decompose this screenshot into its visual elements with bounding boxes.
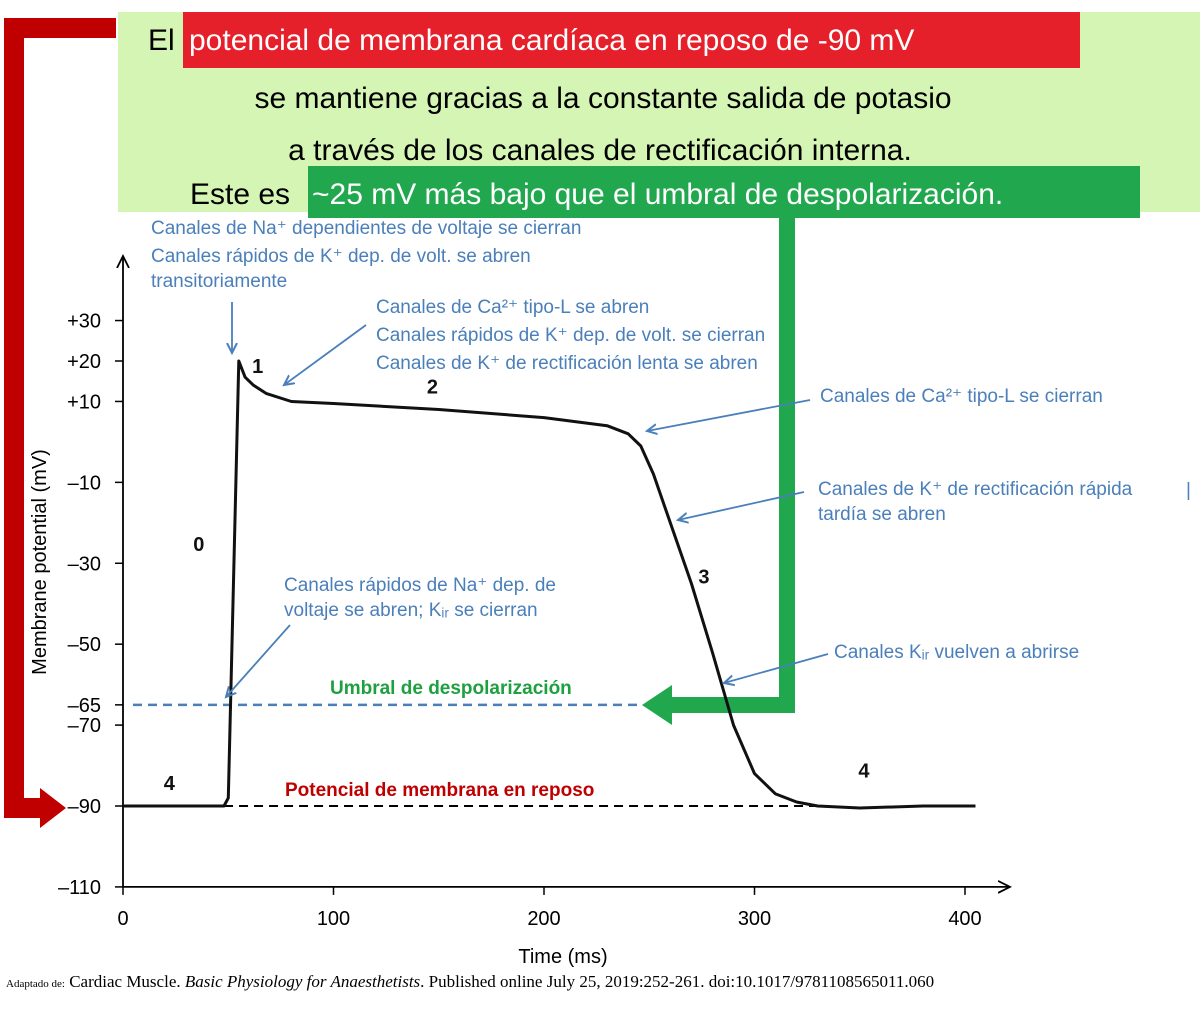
y-tick-label: +20 — [67, 351, 101, 373]
annotation-transient: transitoriamente — [151, 271, 287, 292]
action-potential-curve — [123, 359, 976, 810]
y-tick-label: +10 — [67, 391, 101, 413]
channel-annotations: Canales de Na⁺ dependientes de voltaje s… — [151, 218, 1133, 663]
pointer-phase3 — [678, 491, 805, 520]
resting-label: Potencial de membrana en reposo — [285, 780, 594, 801]
pointer-upstroke — [226, 624, 291, 697]
phase-label: 4 — [164, 773, 176, 795]
y-tick-label: –50 — [68, 634, 101, 656]
citation-source: Cardiac Muscle. — [69, 972, 181, 991]
phase-label: 1 — [252, 356, 263, 378]
edge-marker: | — [1186, 480, 1191, 501]
resting-bracket-arrow — [4, 18, 116, 828]
annotation-na-open-1: Canales rápidos de Na⁺ dep. de — [284, 575, 556, 596]
x-tick-label: 100 — [317, 908, 350, 930]
threshold-bracket-arrow — [642, 212, 795, 725]
annotation-k-rapid-2: tardía se abren — [818, 504, 946, 525]
annotation-k-fast-open: Canales rápidos de K⁺ dep. de volt. se a… — [151, 246, 531, 267]
citation-book: Basic Physiology for Anaesthetists — [184, 972, 421, 991]
y-tick-label: –90 — [68, 796, 101, 818]
annotation-na-close: Canales de Na⁺ dependientes de voltaje s… — [151, 218, 581, 239]
annotation-pointers — [226, 302, 829, 697]
y-axis-label: Membrane potential (mV) — [29, 449, 51, 675]
y-tick-label: –70 — [68, 715, 101, 737]
header-red-highlight — [183, 12, 1080, 68]
x-tick-label: 0 — [117, 908, 128, 930]
header-line4-highlight: ~25 mV más bajo que el umbral de despola… — [312, 178, 1003, 211]
y-axis-ticks: +30 +20 +10 –10 –30 –50 –65–70 –90 –110 — [58, 311, 123, 899]
phase-label: 3 — [698, 567, 709, 589]
annotation-ca-open: Canales de Ca²⁺ tipo-L se abren — [376, 297, 649, 318]
annotation-k-fast-close: Canales rápidos de K⁺ dep. de volt. se c… — [376, 325, 765, 346]
citation-prefix: Adaptado de: — [6, 978, 65, 990]
citation-rest: . Published online July 25, 2019:252-261… — [420, 972, 935, 991]
reference-lines — [133, 703, 818, 807]
annotation-ca-close: Canales de Ca²⁺ tipo-L se cierran — [820, 386, 1103, 407]
citation: Adaptado de: Cardiac Muscle. Basic Physi… — [6, 972, 934, 992]
header-line3: a través de los canales de rectificación… — [288, 134, 912, 167]
pointer-plateau-end — [647, 399, 811, 431]
annotation-kir-reopen: Canales Kᵢᵣ vuelven a abrirse — [834, 642, 1079, 663]
y-tick-label: –10 — [68, 472, 101, 494]
header-line2: se mantiene gracias a la constante salid… — [254, 82, 951, 115]
phase-label: 0 — [193, 534, 204, 556]
phase-labels: 0 1 2 3 4 4 — [164, 356, 871, 795]
phase-label: 4 — [858, 761, 870, 783]
threshold-label: Umbral de despolarización — [330, 678, 572, 699]
header-line1-highlight: potencial de membrana cardíaca en reposo… — [189, 24, 914, 57]
y-tick-label: +30 — [67, 311, 101, 333]
y-tick-label: –30 — [68, 553, 101, 575]
x-tick-label: 300 — [738, 908, 771, 930]
annotation-k-rapid-1: Canales de K⁺ de rectificación rápida — [818, 479, 1133, 500]
x-tick-label: 200 — [527, 908, 560, 930]
header-green-highlight — [308, 166, 1140, 218]
phase-label: 2 — [427, 376, 438, 398]
header-line4-prefix: Este es — [190, 178, 290, 211]
x-tick-label: 400 — [948, 908, 981, 930]
annotation-na-open-2: voltaje se abren; Kᵢᵣ se cierran — [284, 600, 538, 621]
pointer-phase1 — [284, 324, 367, 385]
header-line1-prefix: El — [148, 24, 175, 57]
x-axis-label: Time (ms) — [518, 946, 607, 968]
annotation-k-slow-open: Canales de K⁺ de rectificación lenta se … — [376, 353, 758, 374]
x-axis-ticks: 0 100 200 300 400 — [117, 886, 982, 930]
pointer-kir — [724, 653, 829, 683]
y-tick-label: –110 — [58, 877, 101, 899]
y-tick-label: –65 — [68, 695, 101, 717]
